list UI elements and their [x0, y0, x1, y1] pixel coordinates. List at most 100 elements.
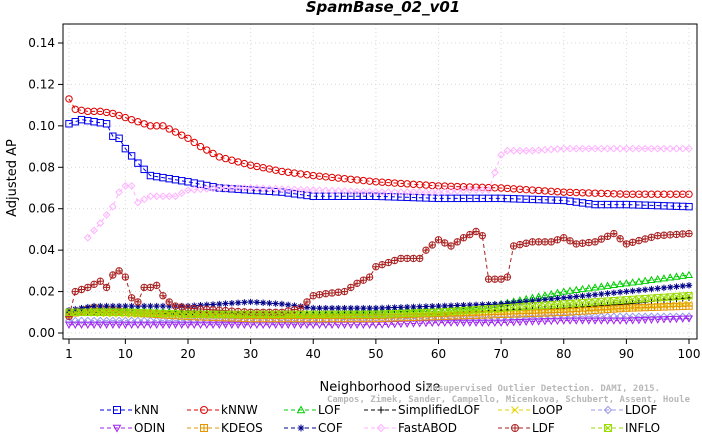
data-point	[553, 236, 562, 244]
data-point	[265, 316, 274, 325]
data-point	[102, 316, 111, 325]
data-point	[541, 145, 549, 154]
data-point	[122, 302, 129, 310]
data-point	[121, 182, 130, 190]
data-point	[653, 231, 662, 240]
data-point	[685, 312, 693, 321]
data-point	[271, 316, 280, 325]
data-point	[227, 316, 236, 325]
data-point	[246, 316, 255, 325]
data-point	[171, 321, 180, 329]
data-point	[265, 310, 274, 319]
data-point	[121, 321, 130, 329]
data-point	[547, 317, 556, 326]
data-point	[453, 238, 461, 246]
data-point	[459, 186, 468, 195]
data-point	[578, 144, 587, 153]
legend-label: LOF	[318, 403, 341, 417]
data-point	[528, 146, 537, 155]
data-point	[629, 287, 636, 295]
data-point	[165, 298, 173, 306]
data-point	[385, 304, 392, 311]
data-point	[447, 187, 455, 196]
data-point	[397, 254, 405, 263]
data-point	[234, 316, 242, 325]
legend-item-kdeos: KDEOS	[187, 421, 263, 434]
data-point	[359, 276, 368, 284]
data-point	[553, 317, 562, 326]
data-point	[347, 304, 355, 312]
data-point	[203, 146, 211, 154]
data-point	[334, 186, 343, 195]
data-point	[622, 144, 631, 153]
x-tick-label: 20	[180, 347, 195, 361]
data-point	[196, 185, 205, 194]
y-tick-label: 0.06	[28, 202, 55, 216]
data-point	[435, 302, 442, 310]
data-point	[190, 321, 199, 329]
data-point	[109, 302, 117, 310]
series-ldf	[65, 227, 693, 321]
data-point	[284, 185, 293, 194]
data-point	[146, 316, 155, 325]
legend-label: LoOP	[532, 403, 563, 417]
legend-marker	[377, 406, 385, 414]
data-point	[647, 275, 656, 284]
data-point	[503, 273, 512, 281]
legend-marker	[200, 406, 208, 414]
chart-title: SpamBase_02_v01	[306, 0, 460, 16]
data-point	[415, 188, 424, 197]
data-point	[554, 295, 561, 302]
data-point	[97, 302, 104, 310]
legend-marker	[113, 406, 121, 414]
x-tick-label: 80	[556, 347, 571, 361]
data-point	[459, 314, 468, 323]
data-point	[296, 316, 305, 325]
data-point	[103, 302, 110, 310]
data-point	[297, 304, 305, 312]
data-point	[484, 319, 493, 327]
data-point	[547, 238, 555, 246]
data-point	[509, 319, 518, 327]
data-point	[584, 144, 593, 153]
data-point	[685, 202, 693, 211]
data-point	[96, 277, 105, 285]
data-point	[572, 144, 581, 153]
legend-marker	[603, 405, 613, 415]
data-point	[478, 186, 487, 194]
data-point	[83, 321, 92, 329]
data-point	[528, 318, 537, 326]
data-point	[660, 284, 668, 292]
data-point	[334, 288, 342, 296]
plot-area	[63, 24, 697, 339]
data-point	[83, 316, 92, 325]
data-point	[685, 292, 693, 300]
data-point	[128, 302, 135, 310]
data-point	[641, 235, 649, 243]
data-point	[628, 312, 637, 321]
legend-marker	[200, 424, 208, 432]
legend-marker	[511, 424, 519, 432]
data-point	[509, 303, 518, 312]
data-point	[278, 185, 286, 193]
data-point	[666, 316, 675, 324]
data-point	[591, 144, 599, 153]
data-point	[478, 314, 487, 323]
data-point	[184, 134, 192, 142]
data-point	[403, 188, 412, 197]
data-point	[403, 254, 411, 263]
series-inflo	[65, 292, 693, 319]
data-point	[347, 283, 355, 292]
data-point	[678, 315, 687, 323]
data-point	[96, 316, 105, 325]
data-point	[641, 286, 649, 293]
y-tick-label: 0.04	[28, 243, 55, 257]
data-point	[152, 281, 161, 290]
data-point	[603, 317, 612, 325]
data-point	[322, 304, 329, 312]
data-point	[609, 280, 618, 289]
legend-item-odin: ODIN	[100, 421, 165, 434]
data-point	[221, 306, 230, 315]
data-point	[184, 186, 192, 194]
data-point	[441, 302, 448, 310]
